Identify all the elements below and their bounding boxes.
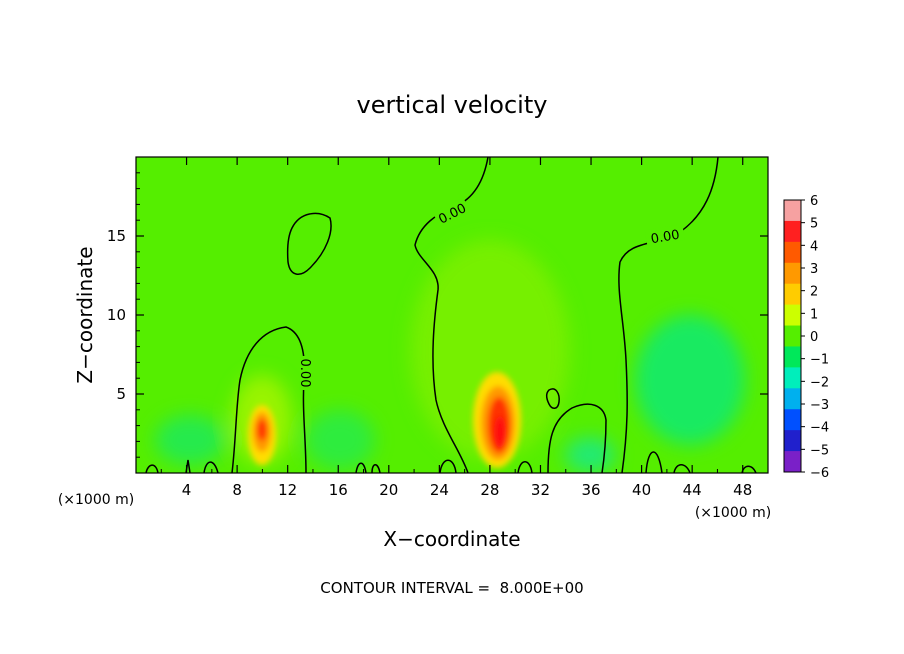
x-tick-label: 4 xyxy=(182,481,192,499)
heatmap-cores xyxy=(248,372,521,468)
contour-label-2: 0.00 xyxy=(650,228,681,248)
colorbar-swatch xyxy=(784,283,801,306)
x-tick-label: 8 xyxy=(232,481,242,499)
contour-right-hump xyxy=(547,403,607,473)
colorbar-swatch xyxy=(784,304,801,327)
downdraft-left xyxy=(155,415,225,465)
x-unit-label-left: (×1000 m) xyxy=(58,492,134,508)
colorbar-label: 1 xyxy=(810,307,818,322)
x-axis-label: X−coordinate xyxy=(383,527,520,551)
downdraft-low xyxy=(565,437,615,473)
colorbar-swatch xyxy=(784,346,801,368)
core-right-center xyxy=(494,416,506,448)
colorbar-label: 5 xyxy=(810,217,818,232)
y-tick-label: 5 xyxy=(116,385,126,403)
x-tick-label: 12 xyxy=(278,481,297,499)
colorbar-swatch xyxy=(784,220,801,243)
contour-small-loop xyxy=(546,388,560,409)
downdraft-mid xyxy=(305,410,375,470)
heatmap-soft-regions xyxy=(155,240,745,473)
x-tick-label: 24 xyxy=(430,481,449,499)
x-tick-label: 44 xyxy=(683,481,702,499)
chart-title: vertical velocity xyxy=(357,91,548,119)
colorbar-label: −4 xyxy=(810,421,829,436)
contour-upper-loop xyxy=(286,212,332,275)
downdraft-right xyxy=(635,315,745,445)
updraft-halo-right xyxy=(410,240,570,460)
colorbar-label: 6 xyxy=(810,194,818,209)
contour-left-updraft xyxy=(231,326,307,473)
colorbar-label: 3 xyxy=(810,262,818,277)
contour-right xyxy=(618,157,719,473)
colorbar-label: 4 xyxy=(810,239,818,254)
colorbar-swatch xyxy=(784,409,801,431)
x-unit-label-right: (×1000 m) xyxy=(695,505,771,521)
colorbar-swatch xyxy=(784,451,801,473)
colorbar-swatch xyxy=(784,262,801,285)
colorbar-label: 0 xyxy=(810,330,818,345)
contour-interval-note: CONTOUR INTERVAL = 8.000E+00 xyxy=(320,579,583,597)
colorbar-label: −6 xyxy=(810,466,829,481)
colorbar-swatch xyxy=(784,241,801,264)
colorbar-swatch xyxy=(784,325,801,347)
colorbar-swatch xyxy=(784,367,801,389)
colorbar-label: −5 xyxy=(810,443,829,458)
x-tick-label: 48 xyxy=(733,481,752,499)
x-tick-label: 28 xyxy=(480,481,499,499)
colorbar-label: −1 xyxy=(810,353,829,368)
x-tick-label: 36 xyxy=(581,481,600,499)
y-axis: 5 10 15 xyxy=(107,172,768,458)
contour-label-box-1 xyxy=(432,197,471,227)
colorbar-swatch xyxy=(784,388,801,410)
contour-label-3: 0.00 xyxy=(297,359,312,388)
x-tick-label: 16 xyxy=(329,481,348,499)
x-tick-label: 40 xyxy=(632,481,651,499)
colorbar-swatch xyxy=(784,200,801,222)
colorbar-label: 2 xyxy=(810,285,818,300)
x-axis: 4 8 12 16 20 24 28 32 36 40 44 48 xyxy=(160,157,752,499)
core-left-inner xyxy=(257,419,267,441)
colorbar-label: −3 xyxy=(810,398,829,413)
contour-label-box-3 xyxy=(299,356,315,390)
colorbar: 6 5 4 3 2 1 0 −1 −2 −3 −4 −5 −6 xyxy=(783,194,829,481)
x-tick-label: 20 xyxy=(379,481,398,499)
x-tick-label: 32 xyxy=(531,481,550,499)
y-tick-label: 10 xyxy=(107,306,126,324)
y-axis-label: Z−coordinate xyxy=(73,246,97,383)
colorbar-label: −2 xyxy=(810,375,829,390)
contour-label-box-2 xyxy=(644,223,685,247)
colorbar-swatch xyxy=(784,430,801,452)
contour-ground-wiggles xyxy=(145,451,757,473)
y-tick-label: 15 xyxy=(107,227,126,245)
